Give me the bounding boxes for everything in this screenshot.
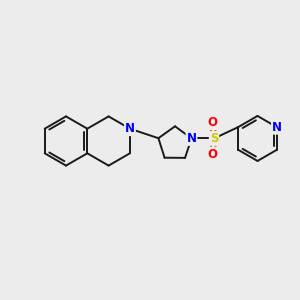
Text: N: N xyxy=(125,122,135,135)
Text: N: N xyxy=(187,132,196,145)
Text: S: S xyxy=(210,132,218,145)
Text: N: N xyxy=(272,121,282,134)
Text: O: O xyxy=(208,148,218,160)
Text: O: O xyxy=(208,116,218,129)
